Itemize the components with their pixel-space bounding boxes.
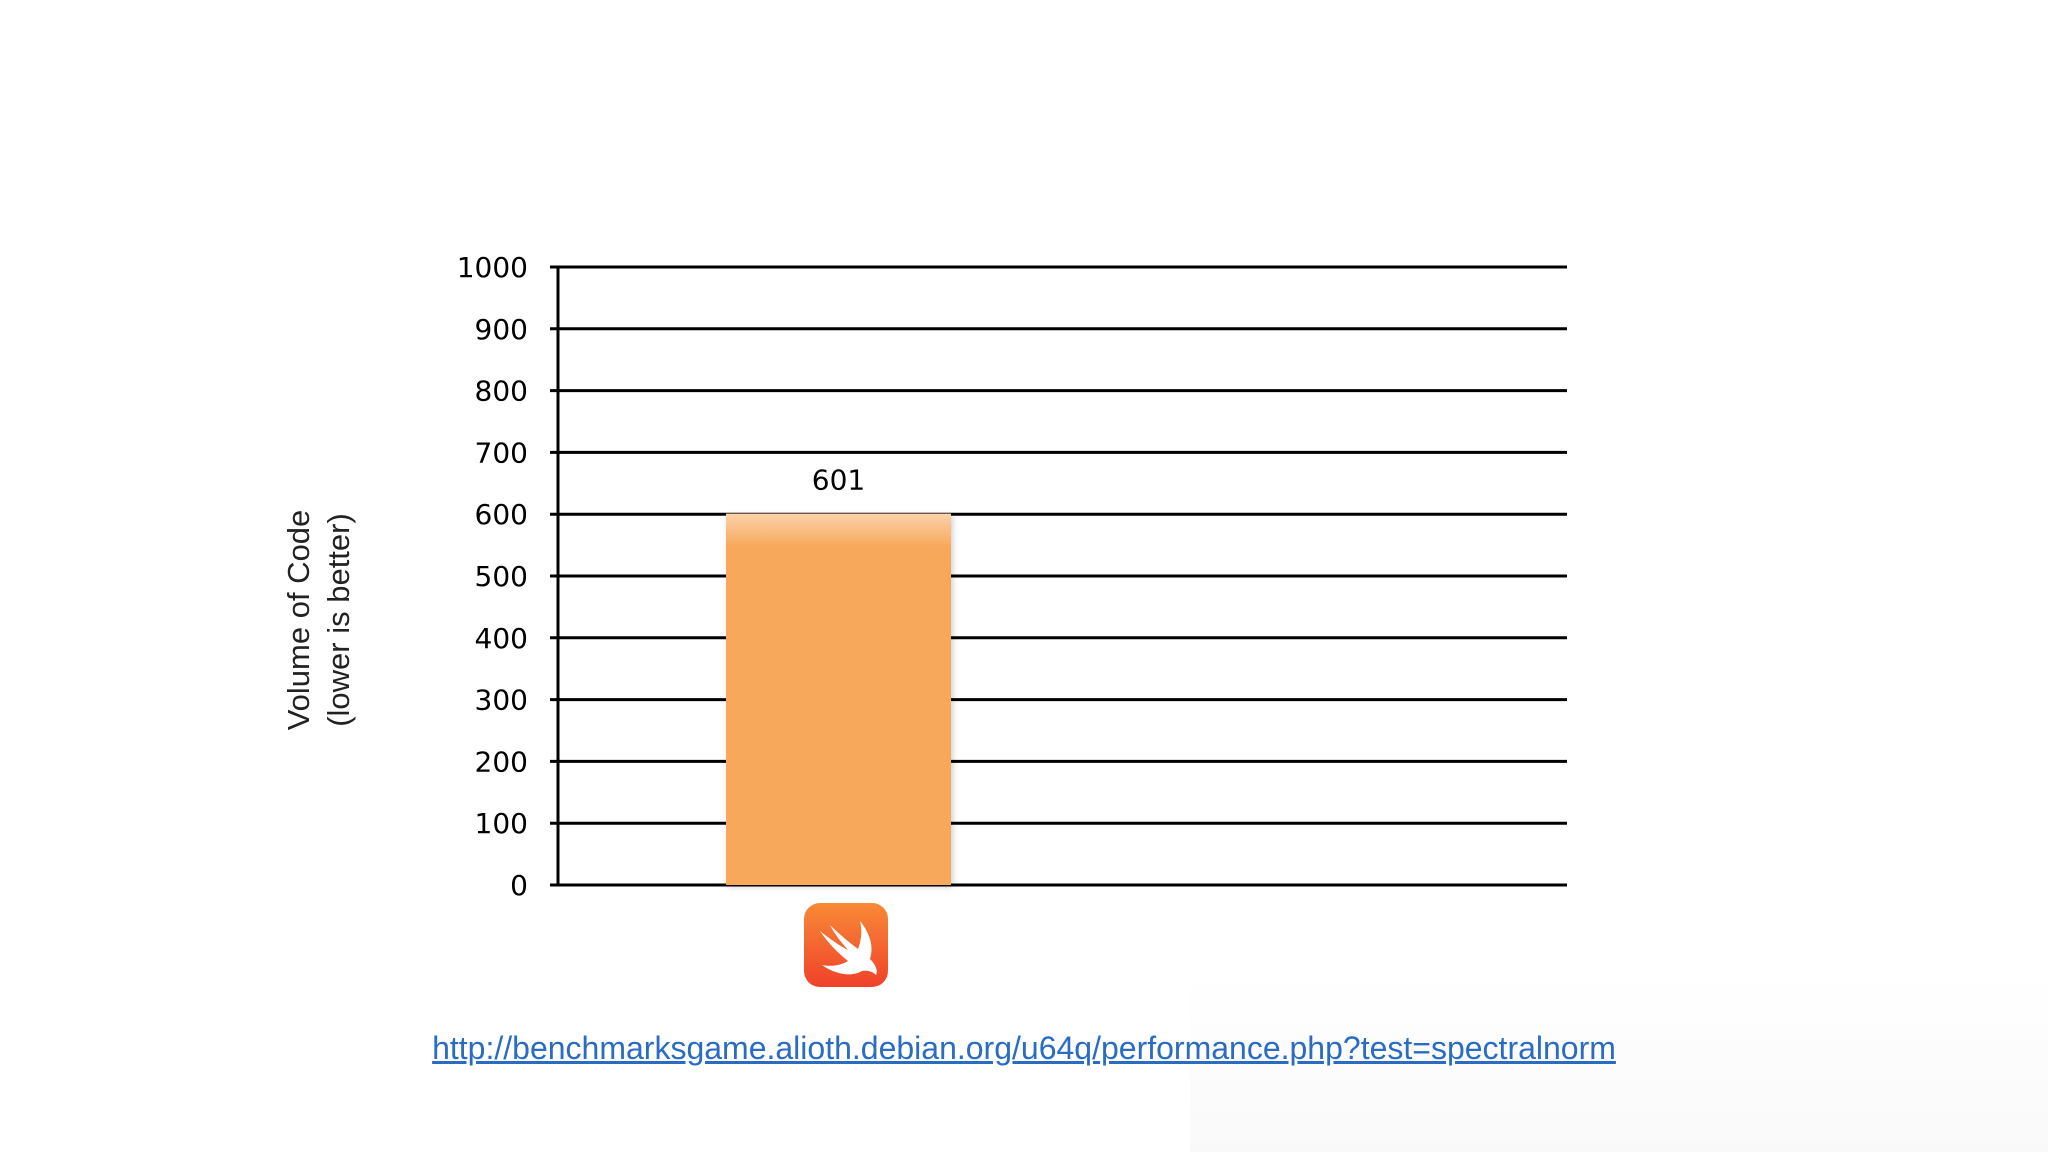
y-tick-labels: 0 100 200 300 400 500 600 700 800 900 1000 (457, 251, 528, 902)
data-labels: 601 (812, 464, 865, 497)
y-axis-label: Volume of Code (281, 510, 316, 731)
y-tick-label: 900 (475, 313, 528, 346)
source-link[interactable]: http://benchmarksgame.alioth.debian.org/… (432, 1030, 1616, 1066)
gridlines (550, 265, 1567, 887)
y-tick-label: 300 (475, 684, 528, 717)
y-tick-label: 1000 (457, 251, 528, 284)
bar-value-label: 601 (812, 464, 865, 497)
swift-logo-icon (804, 903, 888, 987)
y-tick-label: 200 (475, 745, 528, 778)
y-axis-sublabel: (lower is better) (321, 513, 356, 727)
y-tick-label: 600 (475, 498, 528, 531)
y-tick-label: 400 (475, 622, 528, 655)
y-tick-label: 700 (475, 436, 528, 469)
y-tick-label: 800 (475, 375, 528, 408)
y-tick-label: 0 (510, 869, 528, 902)
background-shade (1190, 975, 2048, 1152)
y-tick-label: 100 (475, 807, 528, 840)
y-tick-label: 500 (475, 560, 528, 593)
bars (726, 513, 951, 885)
bar-swift (726, 513, 951, 885)
